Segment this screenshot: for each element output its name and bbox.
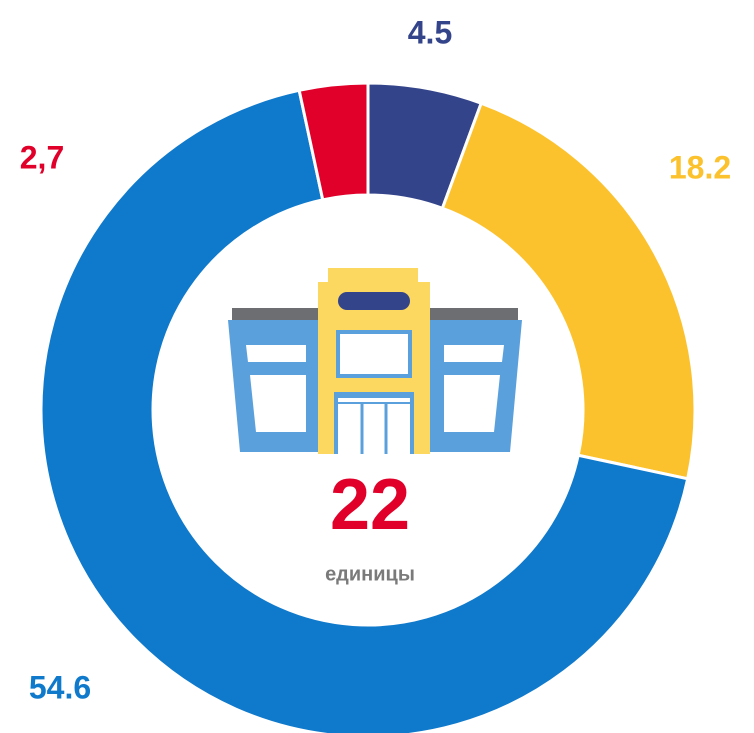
donut-slice: [440, 101, 697, 481]
total-value: 22: [330, 465, 410, 545]
donut-slice: [39, 88, 690, 733]
donut-slice: [297, 81, 370, 202]
building-icon: [228, 268, 522, 454]
data-label: 4.5: [408, 14, 452, 50]
data-label: 54.6: [29, 669, 91, 705]
data-label: 18.2: [669, 149, 731, 185]
total-label: единицы: [325, 563, 415, 585]
data-label: 2,7: [20, 139, 64, 175]
slices: [39, 81, 697, 733]
